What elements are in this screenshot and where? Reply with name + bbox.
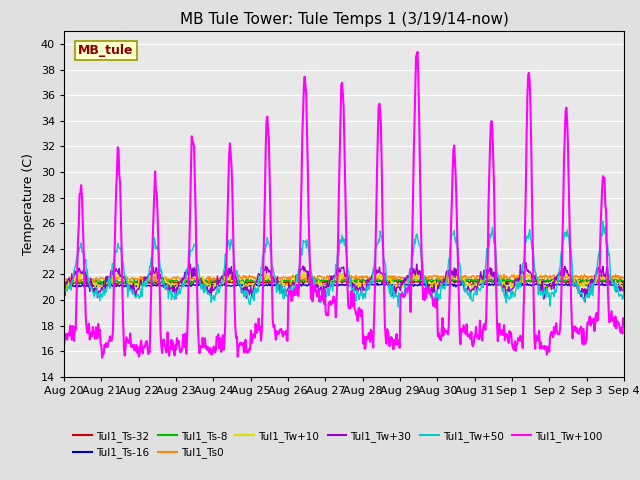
Tul1_Tw+100 [620,320,628,326]
Tul1_Ts-8 [185,278,193,284]
Tul1_Tw+50 [128,287,136,292]
Tul1_Ts-32 [60,281,68,287]
Tul1_Ts-32 [85,282,93,288]
Tul1_Ts-16 [215,283,223,288]
Line: Tul1_Ts-16: Tul1_Ts-16 [64,283,624,287]
Tul1_Tw+100 [99,355,106,360]
Tul1_Ts-32 [430,278,438,284]
Tul1_Ts-16 [60,284,68,289]
Tul1_Ts-32 [129,280,136,286]
Tul1_Tw+10 [430,284,438,289]
Tul1_Tw+30 [128,284,136,289]
Tul1_Ts0 [429,273,437,279]
Line: Tul1_Ts-32: Tul1_Ts-32 [64,279,624,285]
Tul1_Tw+100 [413,51,420,57]
Tul1_Tw+100 [414,49,422,55]
Tul1_Tw+50 [185,249,193,254]
Tul1_Tw+50 [214,288,222,294]
Tul1_Ts-16 [70,283,78,289]
Tul1_Ts0 [60,276,68,282]
Tul1_Tw+10 [60,286,68,291]
Tul1_Tw+50 [429,299,437,305]
Tul1_Ts-16 [128,283,136,289]
Tul1_Ts-8 [60,279,68,285]
Tul1_Tw+10 [300,269,308,275]
Tul1_Tw+30 [412,267,420,273]
Line: Tul1_Tw+100: Tul1_Tw+100 [64,52,624,358]
Tul1_Tw+30 [620,280,628,286]
Tul1_Ts-16 [510,280,518,286]
Tul1_Ts-32 [365,276,372,282]
Tul1_Tw+30 [185,267,193,273]
Tul1_Tw+100 [70,338,78,344]
Line: Tul1_Ts0: Tul1_Ts0 [64,274,624,282]
Tul1_Tw+100 [215,345,223,351]
Y-axis label: Temperature (C): Temperature (C) [22,153,35,255]
Tul1_Tw+10 [429,287,436,293]
Tul1_Tw+30 [60,276,68,281]
Tul1_Tw+100 [129,344,136,349]
Tul1_Ts-8 [603,275,611,281]
Tul1_Ts-32 [186,280,193,286]
Tul1_Ts-8 [413,277,420,283]
Tul1_Ts0 [128,275,136,281]
Tul1_Tw+50 [394,304,402,310]
Line: Tul1_Tw+50: Tul1_Tw+50 [64,221,624,307]
Tul1_Ts0 [620,275,628,280]
Tul1_Ts-16 [186,283,193,288]
Tul1_Ts-8 [620,278,628,284]
Tul1_Tw+50 [70,266,78,272]
Tul1_Tw+10 [214,282,222,288]
Tul1_Ts-16 [413,282,420,288]
Tul1_Tw+30 [214,283,222,289]
Tul1_Ts-8 [70,279,78,285]
Tul1_Ts-32 [70,280,78,286]
Tul1_Tw+50 [599,218,607,224]
Tul1_Tw+50 [60,288,68,294]
Tul1_Tw+30 [581,299,589,305]
Tul1_Ts0 [70,276,78,282]
Tul1_Tw+10 [185,275,193,281]
Legend: Tul1_Ts-32, Tul1_Ts-16, Tul1_Ts-8, Tul1_Ts0, Tul1_Tw+10, Tul1_Tw+30, Tul1_Tw+50,: Tul1_Ts-32, Tul1_Ts-16, Tul1_Ts-8, Tul1_… [69,427,606,462]
Tul1_Tw+10 [620,280,628,286]
Tul1_Ts0 [136,279,143,285]
Line: Tul1_Ts-8: Tul1_Ts-8 [64,278,624,285]
Tul1_Ts0 [215,276,223,282]
Tul1_Ts-16 [163,284,171,290]
Tul1_Ts-8 [128,279,136,285]
Tul1_Ts-32 [620,278,628,284]
Tul1_Ts-16 [620,281,628,287]
Tul1_Ts-16 [429,283,437,289]
Tul1_Tw+10 [413,269,420,275]
Tul1_Tw+30 [429,290,436,296]
Tul1_Tw+10 [128,282,136,288]
Tul1_Tw+10 [70,279,78,285]
Tul1_Tw+50 [413,231,420,237]
Tul1_Ts-8 [215,278,223,284]
Tul1_Tw+50 [620,288,628,294]
Tul1_Ts0 [186,276,193,282]
Line: Tul1_Tw+30: Tul1_Tw+30 [64,263,624,302]
Tul1_Tw+30 [522,260,530,265]
Tul1_Tw+30 [70,273,78,278]
Tul1_Ts-8 [429,278,437,284]
Tul1_Ts-32 [215,279,223,285]
Tul1_Tw+100 [430,300,438,306]
Tul1_Ts0 [600,271,607,277]
Tul1_Ts-8 [187,282,195,288]
Tul1_Ts-32 [414,279,422,285]
Tul1_Tw+100 [60,343,68,348]
Tul1_Ts0 [413,272,420,277]
Text: MB_tule: MB_tule [78,44,134,57]
Tul1_Tw+100 [186,240,193,245]
Title: MB Tule Tower: Tule Temps 1 (3/19/14-now): MB Tule Tower: Tule Temps 1 (3/19/14-now… [180,12,508,27]
Line: Tul1_Tw+10: Tul1_Tw+10 [64,272,624,290]
